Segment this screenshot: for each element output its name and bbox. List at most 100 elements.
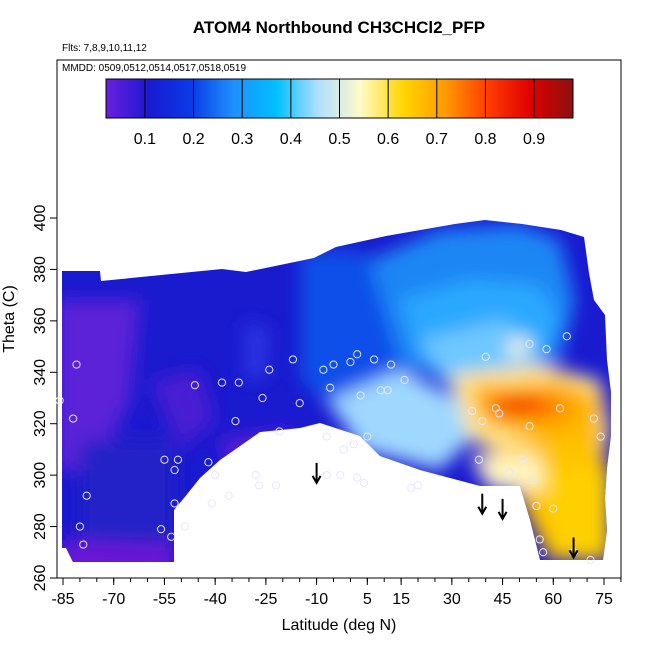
x-axis-title: Latitude (deg N): [282, 617, 397, 634]
sample-point: [288, 355, 298, 364]
sample-point: [353, 350, 362, 359]
sample-point: [160, 455, 169, 464]
sample-point: [251, 471, 260, 480]
sample-point: [549, 504, 558, 513]
y-tick-label: 400: [32, 205, 49, 232]
x-tick-label: 60: [544, 591, 562, 608]
sample-point: [525, 339, 534, 349]
sample-point: [255, 481, 264, 490]
sample-point: [275, 427, 284, 436]
sample-point: [167, 532, 176, 541]
colorbar-tick-label: 0.6: [377, 131, 399, 148]
x-tick-label: 30: [443, 591, 461, 608]
flight-arrows: [311, 462, 579, 560]
sample-point: [69, 414, 78, 423]
sample-point: [82, 491, 91, 500]
sample-point: [265, 365, 274, 374]
x-tick-label: -25: [254, 591, 277, 608]
x-axis: -85 -70 -55 -40 -25 -10 5 15 30 45 60 75: [51, 578, 622, 608]
sample-point: [336, 471, 345, 480]
colorbar-tick-label: 0.9: [523, 131, 545, 148]
sample-point: [562, 332, 571, 341]
colorbar-tick-label: 0.8: [474, 131, 496, 148]
sample-point: [156, 525, 166, 534]
colorbar-tick-label: 0.3: [231, 131, 253, 148]
sample-point: [170, 465, 179, 475]
x-tick-label: 15: [392, 591, 410, 608]
sample-point: [349, 440, 358, 449]
y-tick-label: 380: [32, 256, 49, 283]
sample-point: [363, 432, 372, 441]
sample-point: [474, 455, 483, 464]
sample-point: [346, 357, 355, 367]
sample-point: [555, 404, 565, 413]
sample-point: [369, 355, 379, 364]
sample-point: [542, 345, 551, 354]
colorbar-tick-label: 0.2: [182, 131, 204, 148]
sample-point: [528, 476, 538, 485]
sample-point: [478, 417, 487, 426]
sample-point: [217, 378, 227, 387]
y-axis: 260 280 300 320 340 360 380 400: [32, 205, 57, 592]
sample-point: [535, 535, 544, 544]
y-tick-label: 280: [32, 513, 49, 540]
x-tick-label: -70: [102, 591, 125, 608]
sample-point: [525, 422, 534, 431]
x-tick-label: -10: [305, 591, 328, 608]
sample-point: [79, 540, 88, 549]
sample-point: [207, 499, 216, 508]
x-tick-label: 75: [595, 591, 613, 608]
sample-point: [589, 414, 598, 423]
sample-point: [173, 455, 183, 464]
sample-point: [481, 352, 490, 361]
sample-point: [539, 548, 548, 557]
sample-point: [353, 473, 362, 482]
sample-point: [271, 481, 281, 490]
y-tick-label: 340: [32, 359, 49, 386]
sample-point: [505, 468, 514, 477]
sample-point: [295, 399, 304, 408]
y-tick-label: 320: [32, 410, 49, 437]
sample-point: [356, 391, 365, 400]
x-tick-label: -55: [153, 591, 176, 608]
y-axis-title: Theta (C): [1, 285, 18, 353]
y-tick-label: 300: [32, 462, 49, 489]
sample-point: [329, 360, 338, 369]
sample-point: [55, 396, 64, 405]
sample-point: [258, 393, 267, 403]
sample-point: [413, 481, 423, 490]
colorbar-tick-label: 0.1: [134, 131, 156, 148]
sample-point: [211, 471, 220, 480]
x-tick-label: 5: [363, 591, 372, 608]
sample-point: [532, 501, 541, 511]
chart-title: ATOM4 Northbound CH3CHCl2_PFP: [193, 18, 485, 37]
sample-point: [359, 478, 369, 487]
x-tick-label: -40: [204, 591, 227, 608]
sample-point: [319, 365, 328, 374]
sample-point: [204, 458, 213, 467]
sample-point: [586, 555, 595, 565]
down-arrow: [311, 462, 322, 485]
sample-point: [495, 409, 504, 418]
sample-point: [75, 522, 85, 531]
sample-point: [596, 432, 605, 441]
sample-point: [180, 522, 189, 531]
y-tick-label: 260: [32, 565, 49, 592]
down-arrow: [568, 537, 579, 560]
colorbar-tick-label: 0.7: [426, 131, 448, 148]
sample-point: [400, 375, 409, 385]
down-arrow: [497, 498, 508, 521]
sample-point: [468, 406, 477, 415]
sample-point: [386, 360, 396, 369]
x-tick-label: -85: [51, 591, 74, 608]
sample-point: [170, 499, 179, 508]
down-arrow: [477, 493, 488, 516]
sample-point: [190, 381, 199, 390]
sample-point: [322, 432, 331, 441]
sample-point: [383, 386, 392, 395]
x-tick-label: 45: [494, 591, 512, 608]
sample-point: [231, 417, 240, 426]
sample-point: [339, 445, 348, 454]
colorbar: 0.1 0.2 0.3 0.4 0.5 0.6 0.7 0.8 0.9: [105, 78, 574, 148]
y-tick-label: 360: [32, 307, 49, 334]
